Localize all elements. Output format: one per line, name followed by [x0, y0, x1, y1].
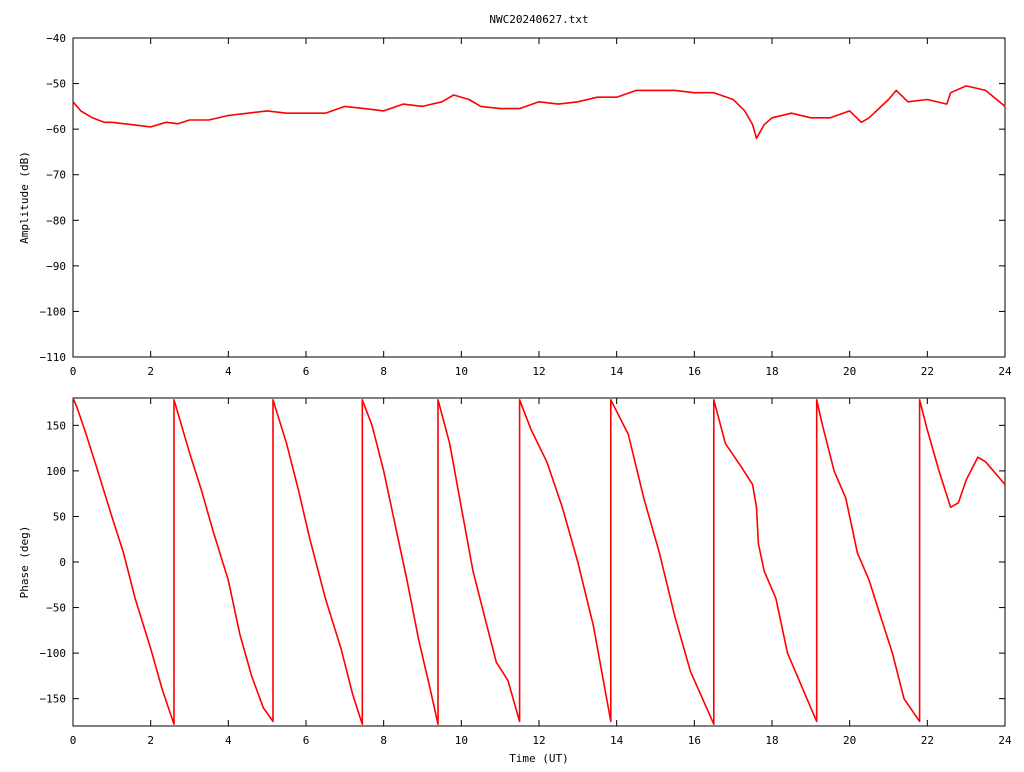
y-tick-label: −60	[46, 123, 66, 136]
y-tick-label: −50	[46, 602, 66, 615]
x-tick-label: 6	[303, 734, 310, 747]
x-tick-label: 16	[688, 734, 701, 747]
x-tick-label: 22	[921, 734, 934, 747]
x-tick-label: 4	[225, 365, 232, 378]
x-tick-label: 12	[532, 734, 545, 747]
phase-panel: 0 2 4 6 8 10 12 14 16 18 20 22 24150100500−50−100−15…	[18, 397, 1012, 765]
x-tick-label: 18	[765, 734, 778, 747]
y-tick-label: −110	[40, 351, 67, 364]
x-tick-label: 24	[998, 365, 1012, 378]
x-tick-label: 22	[921, 365, 934, 378]
x-tick-label: 18	[765, 365, 778, 378]
y-axis-label: Amplitude (dB)	[18, 151, 31, 244]
y-tick-label: −90	[46, 260, 66, 273]
y-tick-label: −150	[40, 693, 67, 706]
chart-title: NWC20240627.txt	[489, 13, 588, 26]
y-tick-label: 0	[59, 556, 66, 569]
x-tick-label: 14	[610, 365, 624, 378]
y-tick-label: 150	[46, 419, 66, 432]
x-tick-label: 0	[70, 734, 77, 747]
series-line	[72, 397, 1006, 726]
y-tick-label: −80	[46, 214, 66, 227]
y-axis-label: Phase (deg)	[18, 526, 31, 599]
x-tick-label: 0	[70, 365, 77, 378]
y-tick-label: −70	[46, 169, 66, 182]
x-tick-label: 20	[843, 365, 856, 378]
y-tick-label: −100	[40, 305, 67, 318]
x-tick-label: 4	[225, 734, 232, 747]
x-tick-label: 8	[380, 734, 387, 747]
x-tick-label: 10	[455, 734, 468, 747]
x-tick-label: 2	[147, 365, 154, 378]
x-tick-label: 16	[688, 365, 701, 378]
x-tick-label: 2	[147, 734, 154, 747]
x-axis-label: Time (UT)	[509, 752, 569, 765]
y-tick-label: 50	[53, 510, 66, 523]
series-line	[72, 85, 1006, 140]
x-tick-label: 10	[455, 365, 468, 378]
x-tick-label: 24	[998, 734, 1012, 747]
x-tick-label: 20	[843, 734, 856, 747]
y-tick-label: −100	[40, 647, 67, 660]
y-tick-label: 100	[46, 465, 66, 478]
y-tick-label: −50	[46, 78, 66, 91]
x-tick-label: 12	[532, 365, 545, 378]
x-tick-label: 14	[610, 734, 624, 747]
plot-frame	[72, 37, 1006, 358]
amplitude-panel: 0 2 4 6 8 10 12 14 16 18 20 22 24−40−50−60−70−80−90−…	[18, 32, 1012, 378]
x-tick-label: 6	[303, 365, 310, 378]
x-tick-label: 8	[380, 365, 387, 378]
y-tick-label: −40	[46, 32, 66, 45]
